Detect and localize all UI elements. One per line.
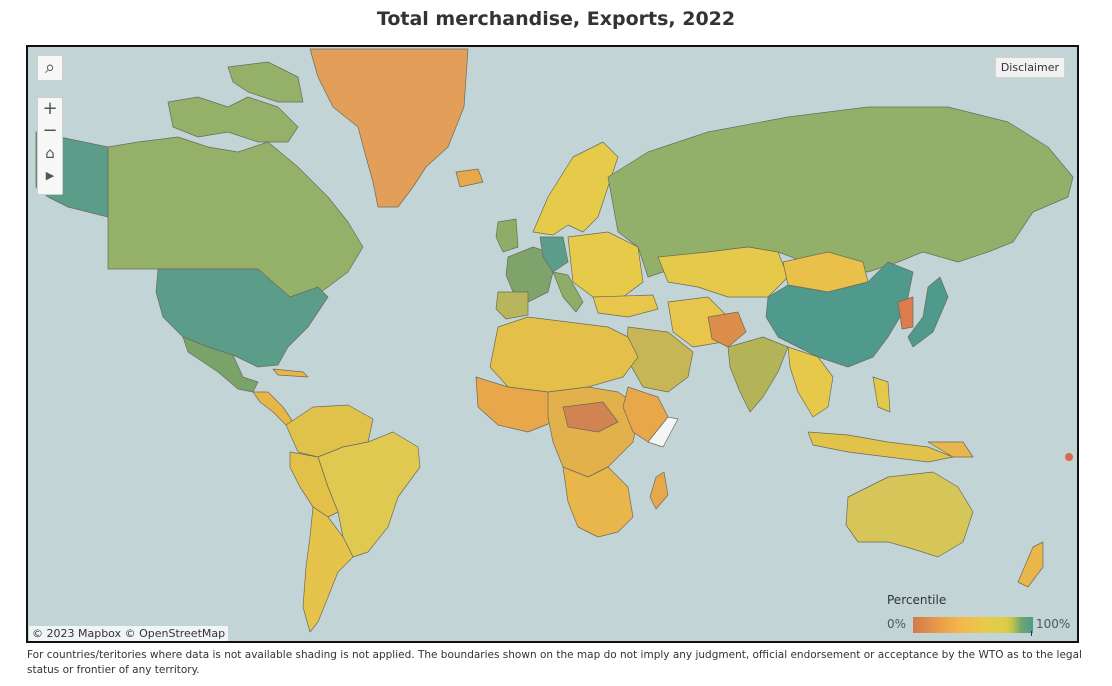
region-germany xyxy=(539,236,569,273)
region-southeast-asia xyxy=(787,346,834,418)
legend-marker xyxy=(1031,631,1032,636)
region-somalia-nodata xyxy=(647,416,679,448)
region-turkey xyxy=(592,294,659,318)
map-attribution[interactable]: © 2023 Mapbox © OpenStreetMap xyxy=(29,626,229,641)
region-southern-africa xyxy=(562,466,634,538)
region-australia xyxy=(845,471,974,558)
region-arctic-islands-2 xyxy=(227,61,304,103)
region-western-europe xyxy=(505,246,554,303)
region-uk xyxy=(495,218,519,253)
disclaimer-button[interactable]: Disclaimer xyxy=(994,57,1065,78)
region-new-zealand xyxy=(1017,541,1044,588)
region-cuba xyxy=(272,368,309,378)
color-legend: Percentile 0% 100% xyxy=(883,593,1077,639)
map-title: Total merchandise, Exports, 2022 xyxy=(376,8,736,30)
region-china xyxy=(765,261,914,368)
region-korea xyxy=(897,296,914,330)
region-greenland xyxy=(309,48,469,208)
region-sudan xyxy=(562,401,619,433)
legend-gradient xyxy=(913,617,1033,633)
region-russia xyxy=(607,106,1074,278)
home-icon[interactable]: ⌂ xyxy=(45,143,55,162)
search-control[interactable]: ⌕ xyxy=(37,55,63,81)
region-scandinavia xyxy=(532,141,619,236)
region-eastern-europe xyxy=(567,231,644,298)
region-pacific-island xyxy=(1065,453,1073,461)
play-icon[interactable]: ▶ xyxy=(45,168,55,182)
legend-title: Percentile xyxy=(887,593,947,607)
zoom-out-button[interactable]: − xyxy=(42,120,58,141)
legend-min-label: 0% xyxy=(887,617,907,631)
region-italy xyxy=(552,271,584,313)
zoom-in-button[interactable]: + xyxy=(42,98,58,119)
region-iberia xyxy=(495,291,529,320)
region-papua xyxy=(927,441,974,458)
region-iceland xyxy=(455,168,484,188)
footnote: For countries/teritories where data is n… xyxy=(27,649,1082,676)
region-north-africa xyxy=(489,316,639,393)
region-brazil xyxy=(317,431,421,558)
region-japan xyxy=(907,276,949,348)
region-central-asia xyxy=(657,246,789,298)
region-west-africa xyxy=(475,376,554,433)
region-philippines xyxy=(872,376,891,413)
region-arctic-islands xyxy=(167,96,299,143)
map-nav-controls: + − ⌂ ▶ xyxy=(37,97,63,195)
search-icon[interactable]: ⌕ xyxy=(44,57,56,78)
region-indonesia xyxy=(807,431,954,463)
region-central-america xyxy=(252,391,294,426)
region-argentina-chile xyxy=(302,506,354,633)
choropleth-map[interactable]: ⌕ + − ⌂ ▶ Disclaimer © 2023 Mapbox © Ope… xyxy=(26,45,1079,643)
region-afghanistan xyxy=(707,311,747,348)
region-madagascar xyxy=(649,471,669,510)
world-map-svg[interactable] xyxy=(28,47,1079,643)
region-usa xyxy=(155,268,329,368)
legend-max-label: 100% xyxy=(1036,617,1071,631)
region-india xyxy=(727,336,789,413)
